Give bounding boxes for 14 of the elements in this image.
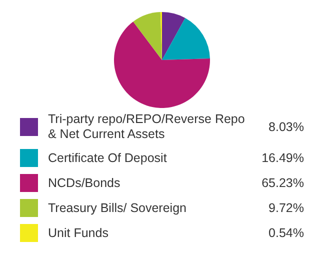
legend-label: Tri-party repo/REPO/Reverse Repo & Net Current Assets — [48, 112, 246, 142]
legend-label: Treasury Bills/ Sovereign — [48, 200, 188, 216]
data-label: 0.54% — [268, 226, 304, 240]
data-label: 8.03% — [268, 120, 304, 134]
data-label: 65.23% — [260, 176, 304, 190]
legend-label: Certificate Of Deposit — [48, 150, 168, 166]
pie-slice — [114, 22, 210, 108]
pie-slice — [162, 18, 210, 60]
legend-label: Unit Funds — [48, 226, 110, 240]
pie-slice — [133, 12, 162, 60]
data-label: 16.49% — [260, 151, 304, 165]
data-label: 9.72% — [268, 201, 304, 215]
legend-label: NCDs/Bonds — [48, 176, 122, 190]
pie-slice — [162, 12, 186, 60]
